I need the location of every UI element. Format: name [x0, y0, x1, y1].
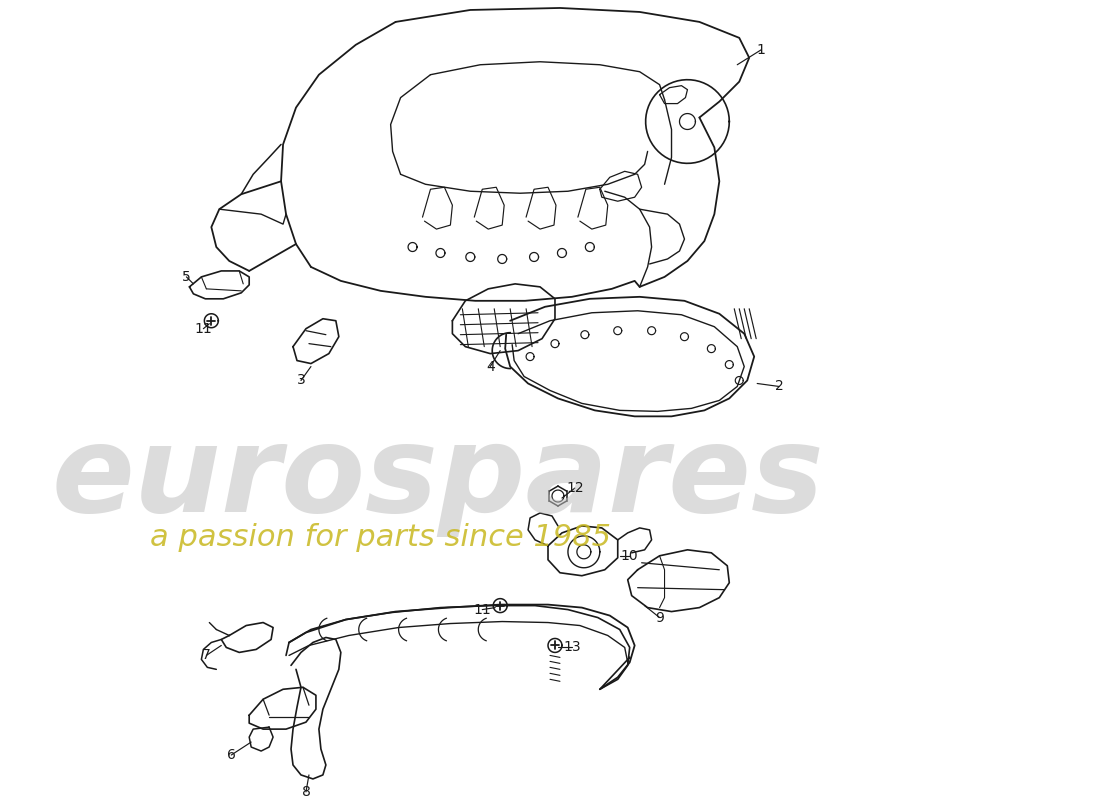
Text: 12: 12 — [566, 481, 584, 495]
Text: a passion for parts since 1985: a passion for parts since 1985 — [150, 523, 610, 552]
Text: 5: 5 — [183, 270, 190, 284]
Text: 6: 6 — [227, 748, 235, 762]
Text: 13: 13 — [563, 641, 581, 654]
Text: 10: 10 — [620, 549, 638, 563]
Text: 4: 4 — [486, 359, 495, 374]
Text: 2: 2 — [774, 379, 783, 394]
Text: 9: 9 — [656, 610, 664, 625]
Text: 7: 7 — [202, 649, 211, 662]
Text: 11: 11 — [473, 602, 491, 617]
Text: 1: 1 — [757, 43, 766, 57]
Text: eurospares: eurospares — [52, 420, 825, 537]
Text: 3: 3 — [297, 374, 306, 387]
Text: 8: 8 — [301, 785, 310, 799]
Text: 11: 11 — [195, 322, 212, 336]
